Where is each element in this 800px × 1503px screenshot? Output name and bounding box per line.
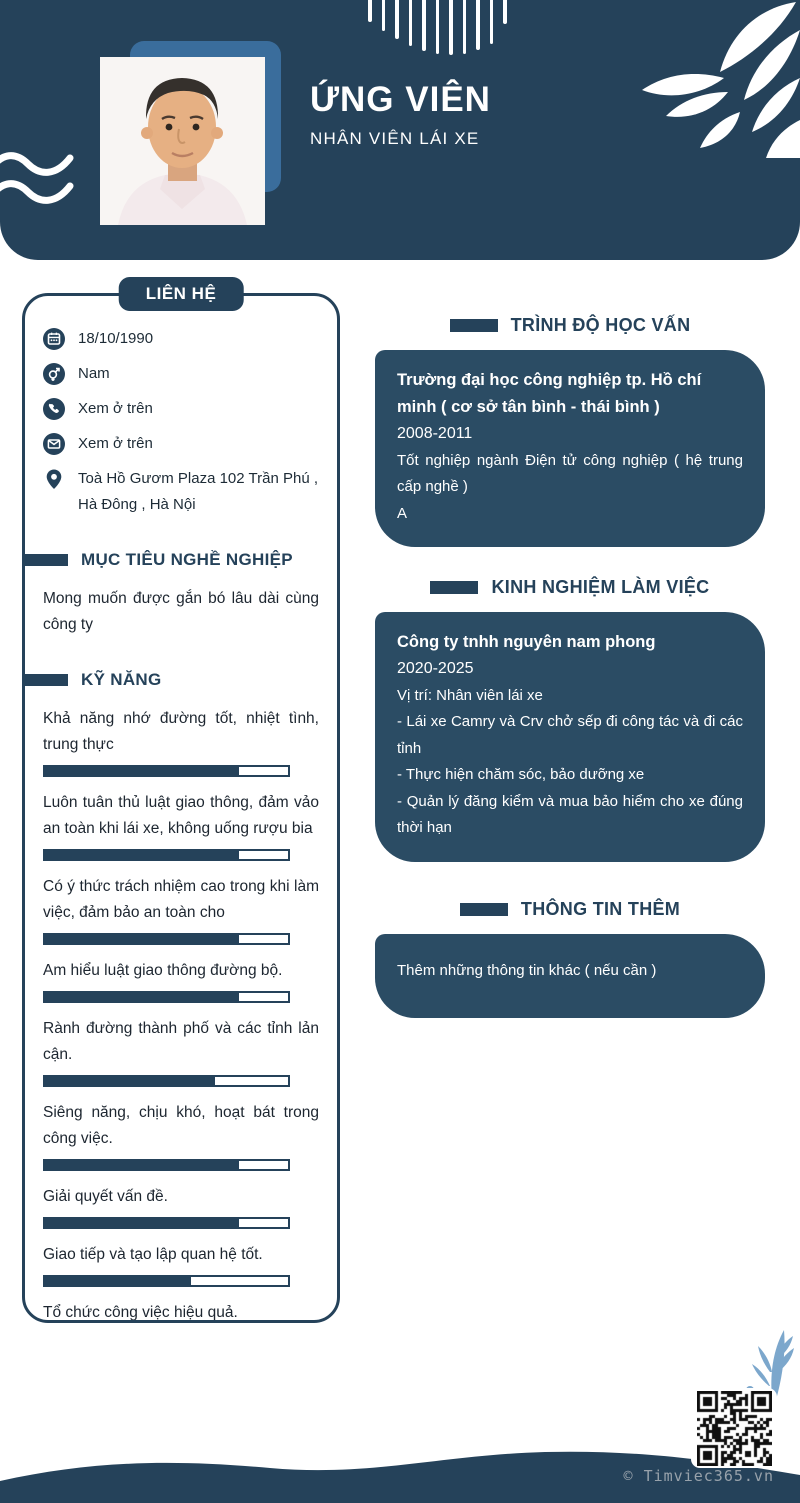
skill-label: Luôn tuân thủ luật giao thông, đảm vảo a… (43, 794, 319, 837)
additional-info-section: THÔNG TIN THÊM Thêm những thông tin khác… (375, 899, 765, 1018)
footer-wave (0, 1451, 800, 1503)
contact-list: 18/10/1990 Nam Xem ở trên (43, 296, 319, 518)
skill-label: Rành đường thành phố và các tỉnh lản cận… (43, 1020, 319, 1063)
skill-progress-fill (45, 851, 240, 859)
experience-card: Công ty tnhh nguyên nam phong 2020-2025 … (375, 612, 765, 862)
qr-code (691, 1388, 777, 1468)
left-column: LIÊN HỆ 18/10/1990 Nam (22, 277, 340, 1323)
skill-progress-fill (45, 1219, 240, 1227)
skill-progress-bar (43, 1217, 290, 1229)
qr-code-pattern (696, 1390, 772, 1466)
heading-bar (25, 554, 68, 566)
skill-label: Giao tiếp và tạo lập quan hệ tốt. (43, 1246, 263, 1263)
header-banner: ỨNG VIÊN NHÂN VIÊN LÁI XE (0, 0, 800, 260)
contact-value: 18/10/1990 (78, 330, 154, 347)
additional-info-text: Thêm những thông tin khác ( nếu cần ) (397, 961, 657, 979)
skill-item: Giải quyết vấn đề. (43, 1184, 319, 1229)
contact-value: Xem ở trên (78, 435, 153, 452)
education-description: Tốt nghiệp ngành Điện tử công nghiệp ( h… (397, 451, 743, 496)
watermark: © Timviec365.vn (623, 1467, 774, 1485)
skill-label: Am hiểu luật giao thông đường bộ. (43, 962, 283, 979)
contact-item-birthday: 18/10/1990 (43, 326, 319, 352)
skills-list: Khả năng nhớ đường tốt, nhiệt tình, trun… (43, 706, 319, 1321)
skill-progress-fill (45, 1077, 216, 1085)
wavy-lines-icon (0, 152, 74, 204)
contact-value: Nam (78, 365, 110, 382)
education-heading: TRÌNH ĐỘ HỌC VẤN (375, 315, 765, 336)
contact-value: Xem ở trên (78, 400, 153, 417)
skill-item: Có ý thức trách nhiệm cao trong khi làm … (43, 874, 319, 945)
calendar-icon (43, 328, 65, 350)
skill-progress-fill (45, 1277, 191, 1285)
contact-item-email: Xem ở trên (43, 431, 319, 457)
job-title: NHÂN VIÊN LÁI XE (310, 129, 480, 148)
location-icon (43, 468, 65, 490)
skill-progress-fill (45, 935, 240, 943)
left-column-box: 18/10/1990 Nam Xem ở trên (22, 293, 340, 1323)
skill-item: Siêng năng, chịu khó, hoạt bát trong côn… (43, 1100, 319, 1171)
heading-bar (459, 902, 508, 916)
phone-icon (43, 398, 65, 420)
skill-label: Khả năng nhớ đường tốt, nhiệt tình, trun… (43, 710, 319, 753)
heading-bar (430, 581, 479, 594)
contact-value: Toà Hồ Gươm Plaza 102 Trần Phú , Hà Đông… (78, 470, 318, 513)
experience-heading: KINH NGHIỆM LÀM VIỆC (375, 577, 765, 598)
contact-item-gender: Nam (43, 361, 319, 387)
gender-icon (43, 363, 65, 385)
vertical-lines-decoration (368, 0, 507, 55)
experience-duty: - Lái xe Camry và Crv chở sếp đi công tá… (397, 713, 743, 757)
education-note: A (397, 504, 408, 522)
skill-progress-bar (43, 849, 290, 861)
experience-position: Vị trí: Nhân viên lái xe (397, 686, 543, 704)
skill-item: Khả năng nhớ đường tốt, nhiệt tình, trun… (43, 706, 319, 777)
skill-progress-bar (43, 1075, 290, 1087)
skill-progress-fill (45, 993, 240, 1001)
skill-item: Luôn tuân thủ luật giao thông, đảm vảo a… (43, 790, 319, 861)
skill-progress-bar (43, 933, 290, 945)
school-name: Trường đại học công nghiệp tp. Hồ chí mi… (397, 371, 702, 416)
heading-bar (25, 674, 68, 686)
experience-section: KINH NGHIỆM LÀM VIỆC Công ty tnhh nguyên… (375, 577, 765, 862)
contact-heading-badge: LIÊN HỆ (118, 277, 244, 311)
skill-label: Siêng năng, chịu khó, hoạt bát trong côn… (43, 1104, 319, 1147)
experience-duty: - Thực hiện chăm sóc, bảo dưỡng xe (397, 766, 645, 783)
heading-bar (449, 319, 498, 332)
contact-item-phone: Xem ở trên (43, 396, 319, 422)
profile-photo (100, 57, 265, 225)
skill-item: Tổ chức công việc hiệu quả. (43, 1300, 319, 1321)
skill-label: Có ý thức trách nhiệm cao trong khi làm … (43, 878, 319, 921)
skill-item: Am hiểu luật giao thông đường bộ. (43, 958, 319, 1003)
education-card: Trường đại học công nghiệp tp. Hồ chí mi… (375, 350, 765, 547)
objective-heading: MỤC TIÊU NGHỀ NGHIỆP (25, 550, 319, 570)
skill-label: Giải quyết vấn đề. (43, 1188, 168, 1205)
email-icon (43, 433, 65, 455)
experience-duty: - Quản lý đăng kiểm và mua bảo hiểm cho … (397, 792, 743, 837)
skill-progress-bar (43, 1159, 290, 1171)
additional-info-heading: THÔNG TIN THÊM (375, 899, 765, 920)
skill-progress-fill (45, 767, 240, 775)
skill-label: Tổ chức công việc hiệu quả. (43, 1304, 238, 1321)
education-section: TRÌNH ĐỘ HỌC VẤN Trường đại học công ngh… (375, 315, 765, 547)
objective-text: Mong muốn được gắn bó lâu dài cùng công … (43, 590, 319, 633)
skill-progress-fill (45, 1161, 240, 1169)
leaf-decoration-top-right (642, 2, 800, 158)
contact-item-address: Toà Hồ Gươm Plaza 102 Trần Phú , Hà Đông… (43, 466, 319, 518)
additional-info-card: Thêm những thông tin khác ( nếu cần ) (375, 933, 765, 1018)
skill-item: Rành đường thành phố và các tỉnh lản cận… (43, 1016, 319, 1087)
right-column: TRÌNH ĐỘ HỌC VẤN Trường đại học công ngh… (375, 315, 765, 1048)
skill-progress-bar (43, 991, 290, 1003)
experience-years: 2020-2025 (397, 660, 474, 677)
skill-progress-bar (43, 765, 290, 777)
skills-heading: KỸ NĂNG (25, 670, 319, 690)
skill-item: Giao tiếp và tạo lập quan hệ tốt. (43, 1242, 319, 1287)
skill-progress-bar (43, 1275, 290, 1287)
education-years: 2008-2011 (397, 425, 473, 442)
candidate-name: ỨNG VIÊN (310, 80, 491, 119)
company-name: Công ty tnhh nguyên nam phong (397, 633, 656, 651)
